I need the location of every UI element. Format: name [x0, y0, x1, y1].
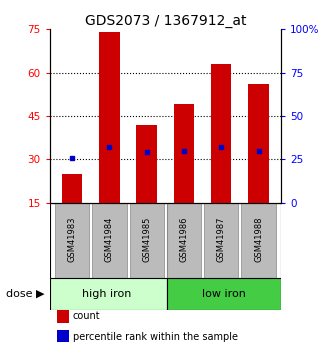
Text: percentile rank within the sample: percentile rank within the sample — [73, 332, 238, 342]
Bar — [174, 105, 194, 203]
Text: GSM41984: GSM41984 — [105, 216, 114, 262]
Bar — [167, 278, 281, 310]
Bar — [99, 32, 120, 203]
Bar — [57, 330, 69, 344]
Bar — [92, 203, 126, 278]
Bar — [130, 203, 164, 278]
Text: GSM41986: GSM41986 — [179, 216, 188, 262]
Bar — [57, 309, 69, 323]
Text: GSM41985: GSM41985 — [142, 216, 151, 262]
Text: GSM41988: GSM41988 — [254, 216, 263, 262]
Bar — [136, 125, 157, 203]
Bar — [248, 84, 269, 203]
Bar — [167, 203, 201, 278]
Text: GSM41983: GSM41983 — [68, 216, 77, 262]
Bar — [241, 203, 276, 278]
Bar — [62, 174, 82, 203]
Text: GSM41987: GSM41987 — [217, 216, 226, 262]
Text: low iron: low iron — [202, 289, 246, 299]
Bar — [55, 203, 89, 278]
Text: high iron: high iron — [82, 289, 132, 299]
Bar — [211, 64, 231, 203]
Text: count: count — [73, 311, 100, 321]
Bar — [204, 203, 239, 278]
Title: GDS2073 / 1367912_at: GDS2073 / 1367912_at — [84, 14, 246, 28]
Text: dose ▶: dose ▶ — [6, 289, 45, 299]
Bar — [50, 278, 167, 310]
